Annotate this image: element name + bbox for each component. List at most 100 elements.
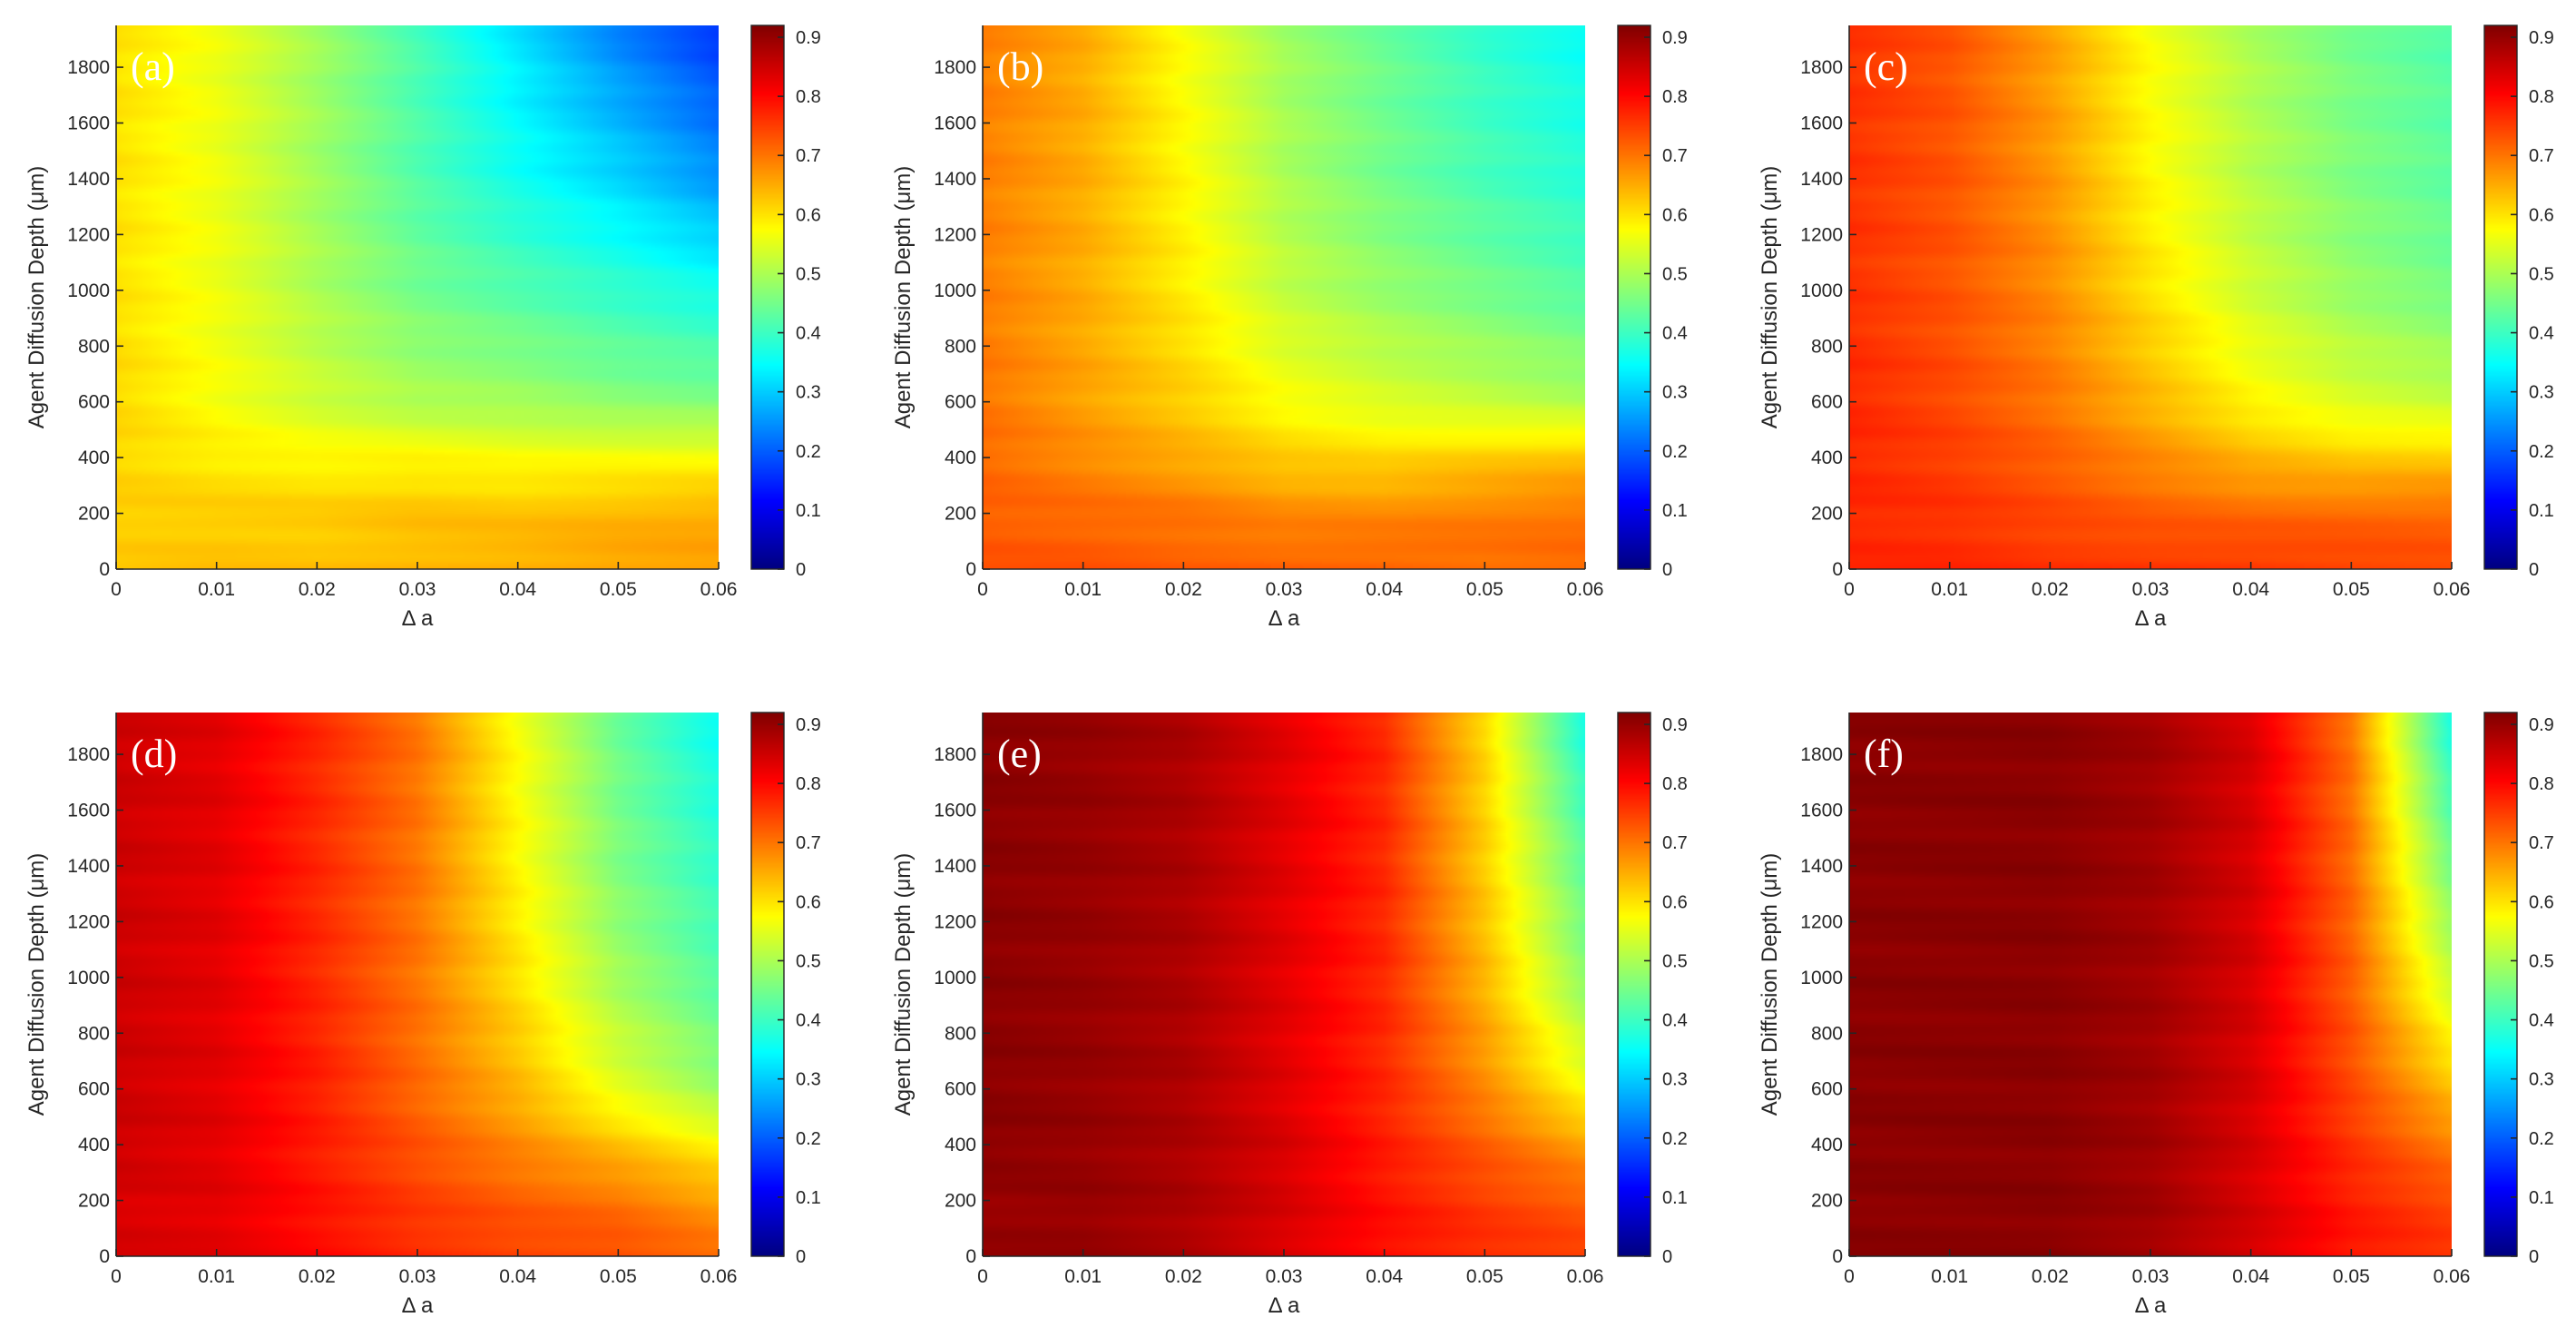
colorbar-frame xyxy=(1617,25,1651,570)
x-tick-label: 0.02 xyxy=(1165,579,1202,600)
colorbar-tick-label: 0.6 xyxy=(2529,205,2554,225)
x-tick-label: 0.02 xyxy=(299,579,336,600)
y-tick-label: 600 xyxy=(78,1079,110,1100)
colorbar-tick-label: 0.9 xyxy=(2529,715,2554,735)
y-tick-label: 200 xyxy=(945,504,976,525)
y-tick-label: 1400 xyxy=(67,169,110,190)
colorbar-gradient xyxy=(2484,25,2517,569)
y-tick-label: 0 xyxy=(965,1246,976,1267)
x-tick-label: 0.03 xyxy=(1266,1266,1303,1287)
colorbar-tick-label: 0.4 xyxy=(2529,324,2554,344)
colorbar-tick-label: 0.1 xyxy=(2529,501,2554,521)
y-tick-label: 0 xyxy=(99,559,110,580)
y-tick-label: 1000 xyxy=(67,280,110,301)
colorbar-tick-label: 0.6 xyxy=(796,205,821,225)
colorbar-tick-label: 0.8 xyxy=(796,87,821,107)
x-tick-label: 0.03 xyxy=(2132,579,2170,600)
y-tick-label: 800 xyxy=(78,1023,110,1044)
colorbar-gradient xyxy=(751,25,784,569)
x-tick-label: 0.05 xyxy=(2333,579,2370,600)
colorbar-tick-label: 0.9 xyxy=(1662,28,1688,48)
y-tick-label: 800 xyxy=(945,336,976,357)
y-tick-label: 1600 xyxy=(1800,801,1843,821)
colorbar-tick-label: 0.3 xyxy=(796,1070,821,1090)
y-tick-label: 1400 xyxy=(67,856,110,877)
colorbar-tick-label: 0.2 xyxy=(796,442,821,462)
y-tick-label: 400 xyxy=(945,1135,976,1155)
x-tick-label: 0.05 xyxy=(600,1266,637,1287)
colorbar-tick-label: 0.6 xyxy=(796,892,821,912)
y-tick-label: 800 xyxy=(1811,1023,1843,1044)
panel-f: 0 0.01 0.02 0.03 0.04 0.05 0.06 0 200 400 600 800 10… xyxy=(1758,712,2554,1318)
y-tick-label: 400 xyxy=(1811,447,1843,468)
colorbar-tick-label: 0.6 xyxy=(2529,892,2554,912)
colorbar-gradient xyxy=(751,713,784,1256)
y-tick-label: 1400 xyxy=(934,856,976,877)
y-tick-label: 1200 xyxy=(934,911,976,932)
colorbar-tick-label: 0 xyxy=(796,1247,806,1267)
x-tick-label: 0.01 xyxy=(198,579,235,600)
y-tick-label: 1200 xyxy=(67,224,110,245)
x-tick-label: 0.01 xyxy=(198,1266,235,1287)
y-tick-label: 600 xyxy=(945,1079,976,1100)
y-tick-label: 1200 xyxy=(67,911,110,932)
colorbar-tick-label: 0.6 xyxy=(1662,892,1688,912)
x-tick-label: 0.04 xyxy=(2232,1266,2269,1287)
y-axis-label: Agent Diffusion Depth (μm) xyxy=(891,166,916,429)
colorbar-tick-label: 0.3 xyxy=(2529,1070,2554,1090)
colorbar-tick-label: 0.5 xyxy=(1662,264,1688,284)
y-tick-label: 400 xyxy=(78,447,110,468)
y-tick-label: 1800 xyxy=(67,57,110,78)
colorbar-tick-label: 0.4 xyxy=(796,1011,821,1031)
colorbar-tick-label: 0.8 xyxy=(1662,87,1688,107)
colorbar-tick-label: 0.9 xyxy=(2529,28,2554,48)
x-tick-label: 0.05 xyxy=(1466,1266,1503,1287)
x-tick-label: 0 xyxy=(1844,579,1855,600)
panel-label: (f) xyxy=(1864,732,1904,776)
x-axis-label: Δ a xyxy=(1268,606,1300,631)
colorbar-tick-label: 0 xyxy=(1662,560,1672,580)
colorbar-tick-label: 0.1 xyxy=(796,1188,821,1208)
colorbar-tick-label: 0.3 xyxy=(796,383,821,403)
panel-label: (b) xyxy=(997,44,1043,89)
y-tick-label: 600 xyxy=(1811,1079,1843,1100)
panel-c: 0 0.01 0.02 0.03 0.04 0.05 0.06 0 200 400 600 800 10… xyxy=(1758,25,2554,631)
x-tick-label: 0.06 xyxy=(2434,1266,2471,1287)
x-axis-label: Δ a xyxy=(402,606,434,631)
y-axis-label: Agent Diffusion Depth (μm) xyxy=(1758,166,1782,429)
x-tick-label: 0 xyxy=(977,579,988,600)
colorbar-frame xyxy=(750,25,785,570)
panel-e: 0 0.01 0.02 0.03 0.04 0.05 0.06 0 200 400 600 800 10… xyxy=(891,712,1688,1318)
x-tick-label: 0.01 xyxy=(1931,579,1968,600)
colorbar-tick-label: 0.1 xyxy=(1662,1188,1688,1208)
panel-d: 0 0.01 0.02 0.03 0.04 0.05 0.06 0 200 400 600 800 10… xyxy=(24,712,821,1318)
colorbar-gradient xyxy=(1618,713,1650,1256)
x-tick-label: 0.03 xyxy=(399,1266,436,1287)
heatmap-image xyxy=(1849,25,2452,569)
panel-b: 0 0.01 0.02 0.03 0.04 0.05 0.06 0 200 400 600 800 10… xyxy=(891,25,1688,631)
x-tick-label: 0.03 xyxy=(2132,1266,2170,1287)
colorbar-tick-label: 0.4 xyxy=(2529,1011,2554,1031)
y-tick-label: 1200 xyxy=(1800,911,1843,932)
panel-label: (d) xyxy=(131,732,177,776)
y-tick-label: 0 xyxy=(1832,1246,1843,1267)
colorbar-frame xyxy=(750,712,785,1257)
y-tick-label: 1000 xyxy=(934,968,976,988)
x-tick-label: 0.02 xyxy=(1165,1266,1202,1287)
y-tick-label: 200 xyxy=(1811,504,1843,525)
colorbar-tick-label: 0.9 xyxy=(796,715,821,735)
colorbar-tick-label: 0 xyxy=(1662,1247,1672,1267)
y-tick-label: 200 xyxy=(945,1191,976,1212)
colorbar-tick-label: 0.7 xyxy=(1662,833,1688,853)
x-axis-label: Δ a xyxy=(1268,1293,1300,1318)
y-tick-label: 200 xyxy=(1811,1191,1843,1212)
panel-label: (e) xyxy=(997,732,1042,776)
colorbar-tick-label: 0.8 xyxy=(796,774,821,794)
x-tick-label: 0.02 xyxy=(2032,579,2069,600)
colorbar-tick-label: 0.1 xyxy=(1662,501,1688,521)
y-tick-label: 400 xyxy=(78,1135,110,1155)
colorbar-frame xyxy=(1617,712,1651,1257)
colorbar-frame xyxy=(2483,712,2518,1257)
x-tick-label: 0.04 xyxy=(1366,579,1403,600)
